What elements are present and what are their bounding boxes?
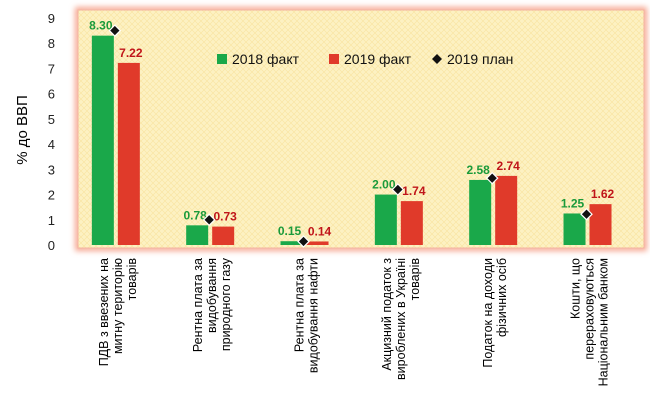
x-tick-label: Акцизний податок з вироблених в Україні то… (380, 258, 422, 380)
x-tick-label-line: Акцизний податок з (380, 258, 394, 371)
y-tick-label: 2 (48, 188, 55, 203)
bar (495, 175, 518, 245)
legend-swatch (432, 54, 442, 64)
data-label: 1.25 (561, 196, 585, 210)
y-tick-label: 1 (48, 213, 55, 228)
y-axis-label: % до ВВП (14, 95, 31, 165)
legend: 2018 факт 2019 факт 2019 план (217, 51, 513, 67)
y-axis: 0 1 2 3 4 5 6 7 8 9 (48, 11, 55, 253)
legend-label: 2019 план (447, 51, 513, 67)
bar (280, 241, 303, 245)
bar (91, 35, 114, 246)
data-label: 2.00 (372, 178, 396, 192)
x-axis-labels: ПДВ з ввезених на митну територію товарів Р… (97, 257, 611, 386)
bar (117, 62, 140, 246)
bar (374, 194, 397, 245)
x-tick-label-line: Рентна плата за (191, 258, 205, 352)
data-label: 8.30 (89, 19, 113, 33)
plan-marker (391, 183, 405, 196)
bar (400, 201, 423, 245)
data-label: 0.14 (308, 224, 332, 238)
plan-marker (297, 235, 310, 248)
data-label: 0.78 (184, 208, 208, 222)
x-tick-label: ПДВ з ввезених на митну територію товарів (97, 258, 139, 367)
data-labels: 8.30 7.22 0.78 0.73 0.15 0.14 2.00 1.74 2.58 2.74… (89, 19, 614, 239)
plan-marker (108, 24, 122, 37)
legend-label: 2018 факт (232, 51, 300, 67)
data-label: 0.73 (214, 210, 238, 224)
x-tick-label-line: Кошти, що (569, 258, 583, 319)
x-tick-label-line: Рентна плата за (293, 258, 307, 352)
x-tick-label-line: товарів (125, 258, 139, 301)
legend-swatch (329, 54, 339, 64)
y-tick-label: 4 (48, 137, 55, 152)
y-tick-label: 7 (48, 61, 55, 76)
data-label: 2.74 (497, 159, 521, 173)
x-tick-label: Податок на доходи фізичних осіб (481, 258, 509, 368)
bars (91, 35, 612, 246)
x-tick-label-line: Національним банком (597, 258, 611, 386)
x-tick-label: Рентна плата за видобування нафти (293, 258, 321, 373)
data-label: 0.15 (278, 224, 302, 238)
plan-markers (108, 24, 593, 248)
bar (186, 225, 209, 245)
y-tick-label: 0 (48, 238, 55, 253)
bar (589, 204, 612, 245)
x-tick-label: Кошти, що перераховуються Національним бан… (569, 258, 611, 386)
x-tick-label-line: природного газу (219, 257, 233, 351)
x-tick-label-line: митну територію (111, 258, 125, 354)
x-tick-label-line: видобування (205, 258, 219, 333)
x-tick-label-line: товарів (408, 258, 422, 301)
plan-marker (485, 171, 499, 185)
x-tick-label-line: перераховуються (583, 258, 597, 360)
x-tick-label-line: видобування нафти (307, 258, 321, 373)
y-tick-label: 6 (48, 87, 55, 102)
legend-label: 2019 факт (344, 51, 412, 67)
data-label: 1.62 (591, 187, 615, 201)
legend-swatch (217, 54, 227, 64)
bar (563, 213, 586, 245)
x-tick-label-line: фізичних осіб (495, 258, 509, 337)
y-tick-label: 9 (48, 11, 55, 26)
data-label: 2.58 (467, 163, 491, 177)
x-tick-label-line: вироблених в Україні (394, 258, 408, 380)
plan-marker (202, 213, 216, 227)
x-tick-label: Рентна плата за видобування природного газ… (191, 257, 233, 352)
data-label: 1.74 (402, 184, 426, 198)
bar (469, 179, 492, 245)
bar (212, 226, 235, 245)
plot-area (77, 9, 645, 249)
y-tick-label: 3 (48, 162, 55, 177)
y-tick-label: 5 (48, 112, 55, 127)
x-tick-label-line: Податок на доходи (481, 258, 495, 368)
data-label: 7.22 (119, 46, 143, 60)
bar (306, 241, 329, 245)
y-tick-label: 8 (48, 36, 55, 51)
x-tick-label-line: ПДВ з ввезених на (97, 258, 111, 366)
plan-marker (580, 207, 593, 221)
